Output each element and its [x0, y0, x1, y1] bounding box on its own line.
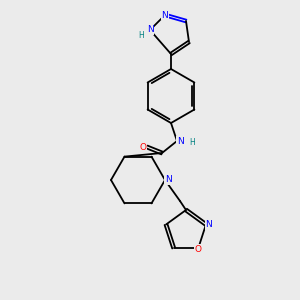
Text: O: O: [139, 142, 146, 152]
Text: N: N: [206, 220, 212, 229]
Text: N: N: [147, 26, 153, 34]
Text: N: N: [162, 11, 168, 20]
Text: O: O: [195, 245, 202, 254]
Text: N: N: [177, 136, 183, 146]
Text: N: N: [165, 176, 171, 184]
Text: H: H: [189, 138, 195, 147]
Text: H: H: [138, 32, 144, 40]
